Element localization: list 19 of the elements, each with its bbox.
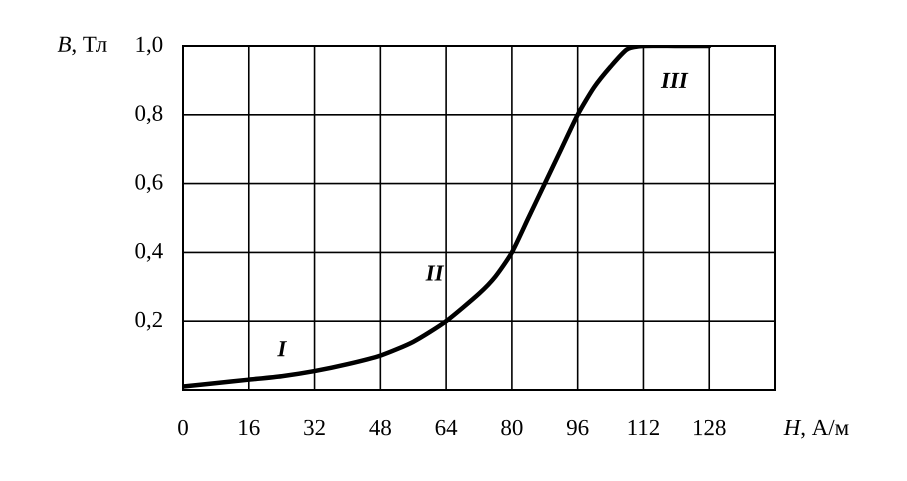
y-tick-label: 0,6 [135, 174, 162, 193]
x-tick-label: 16 [239, 420, 260, 436]
x-tick-label: 64 [436, 420, 458, 436]
x-tick-label: 48 [369, 420, 391, 436]
annotation: I [277, 341, 287, 356]
y-tick-label: 0,8 [135, 105, 162, 124]
annotation: III [660, 72, 688, 88]
x-tick-label: 0 [178, 420, 188, 436]
x-tick-label: 112 [628, 420, 659, 436]
x-tick-label: 128 [694, 420, 726, 436]
x-tick-label: 96 [566, 420, 588, 436]
y-axis-title: B, Тл [58, 36, 107, 56]
y-tick-label: 0,4 [135, 243, 163, 262]
x-tick-label: 80 [501, 420, 522, 436]
x-tick-label: 32 [304, 420, 325, 436]
annotation: II [425, 266, 444, 281]
y-tick-label: 0,2 [135, 312, 162, 331]
x-axis-title: H, А/м [783, 420, 849, 438]
y-tick-label: 1,0 [136, 36, 162, 56]
